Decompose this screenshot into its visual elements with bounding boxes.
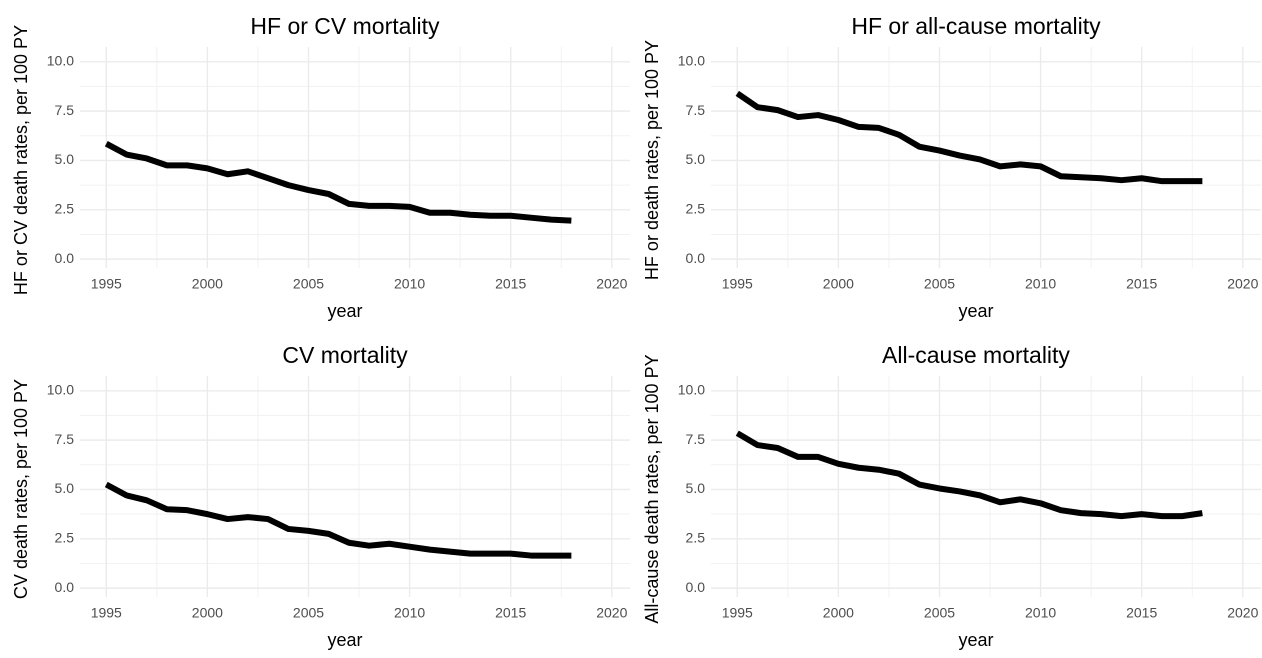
x-tick-label: 2005 bbox=[293, 605, 324, 621]
y-tick-label: 5.0 bbox=[55, 480, 75, 496]
y-tick-label: 10.0 bbox=[47, 53, 74, 69]
y-tick-label: 0.0 bbox=[55, 579, 75, 595]
x-tick-label: 1995 bbox=[91, 605, 122, 621]
y-tick-label: 0.0 bbox=[55, 250, 75, 266]
x-tick-label: 2020 bbox=[596, 605, 627, 621]
data-line bbox=[735, 90, 1203, 185]
x-axis-title: year bbox=[958, 630, 993, 650]
chart-title: All-cause mortality bbox=[882, 342, 1070, 368]
x-tick-label: 2000 bbox=[823, 276, 854, 292]
x-tick-label: 2010 bbox=[1025, 605, 1056, 621]
y-axis-title: All-cause death rates, per 100 PY bbox=[642, 354, 662, 623]
x-tick-label: 2020 bbox=[1227, 605, 1258, 621]
y-tick-label: 5.0 bbox=[686, 151, 706, 167]
y-tick-label: 10.0 bbox=[47, 382, 74, 398]
x-tick-label: 2015 bbox=[495, 605, 526, 621]
x-tick-label: 2020 bbox=[1227, 276, 1258, 292]
x-tick-label: 2010 bbox=[394, 276, 425, 292]
x-tick-label: 1995 bbox=[722, 605, 753, 621]
x-tick-label: 1995 bbox=[91, 276, 122, 292]
x-tick-label: 2005 bbox=[293, 276, 324, 292]
x-axis-title: year bbox=[327, 301, 362, 321]
y-tick-label: 2.5 bbox=[55, 529, 75, 545]
y-axis-title: HF or CV death rates, per 100 PY bbox=[11, 25, 31, 295]
y-tick-label: 7.5 bbox=[55, 431, 75, 447]
data-line bbox=[735, 430, 1203, 520]
y-tick-label: 7.5 bbox=[686, 102, 706, 118]
chart-panel: 0.0 2.5 5.0 7.5 10.0 1995 2000 2005 2010 2015 2020… bbox=[642, 342, 1261, 650]
x-tick-label: 2000 bbox=[823, 605, 854, 621]
chart-panel: 0.0 2.5 5.0 7.5 10.0 1995 2000 2005 2010 2015 2020… bbox=[642, 13, 1261, 321]
y-tick-label: 7.5 bbox=[686, 431, 706, 447]
y-axis-title: CV death rates, per 100 PY bbox=[11, 379, 31, 599]
chart-panel: 0.0 2.5 5.0 7.5 10.0 1995 2000 2005 2010 2015 2020… bbox=[11, 13, 630, 321]
chart-panel: 0.0 2.5 5.0 7.5 10.0 1995 2000 2005 2010 2015 2020… bbox=[11, 342, 630, 650]
data-line bbox=[104, 481, 572, 559]
x-axis-title: year bbox=[327, 630, 362, 650]
y-tick-label: 2.5 bbox=[686, 200, 706, 216]
y-axis-title: HF or death rates, per 100 PY bbox=[642, 40, 662, 280]
y-tick-label: 2.5 bbox=[55, 200, 75, 216]
chart-title: HF or CV mortality bbox=[250, 13, 440, 39]
x-tick-label: 2015 bbox=[1126, 276, 1157, 292]
x-tick-label: 1995 bbox=[722, 276, 753, 292]
x-tick-label: 2000 bbox=[192, 605, 223, 621]
chart-title: HF or all-cause mortality bbox=[851, 13, 1101, 39]
y-tick-label: 10.0 bbox=[678, 382, 705, 398]
x-tick-label: 2010 bbox=[1025, 276, 1056, 292]
y-tick-label: 10.0 bbox=[678, 53, 705, 69]
y-tick-label: 0.0 bbox=[686, 250, 706, 266]
data-line bbox=[104, 141, 572, 224]
x-tick-label: 2020 bbox=[596, 276, 627, 292]
x-tick-label: 2005 bbox=[924, 276, 955, 292]
y-tick-label: 5.0 bbox=[55, 151, 75, 167]
x-axis-title: year bbox=[958, 301, 993, 321]
y-tick-label: 2.5 bbox=[686, 529, 706, 545]
x-tick-label: 2015 bbox=[495, 276, 526, 292]
x-tick-label: 2015 bbox=[1126, 605, 1157, 621]
y-tick-label: 7.5 bbox=[55, 102, 75, 118]
x-tick-label: 2005 bbox=[924, 605, 955, 621]
x-tick-label: 2010 bbox=[394, 605, 425, 621]
y-tick-label: 5.0 bbox=[686, 480, 706, 496]
x-tick-label: 2000 bbox=[192, 276, 223, 292]
y-tick-label: 0.0 bbox=[686, 579, 706, 595]
chart-title: CV mortality bbox=[282, 342, 408, 368]
